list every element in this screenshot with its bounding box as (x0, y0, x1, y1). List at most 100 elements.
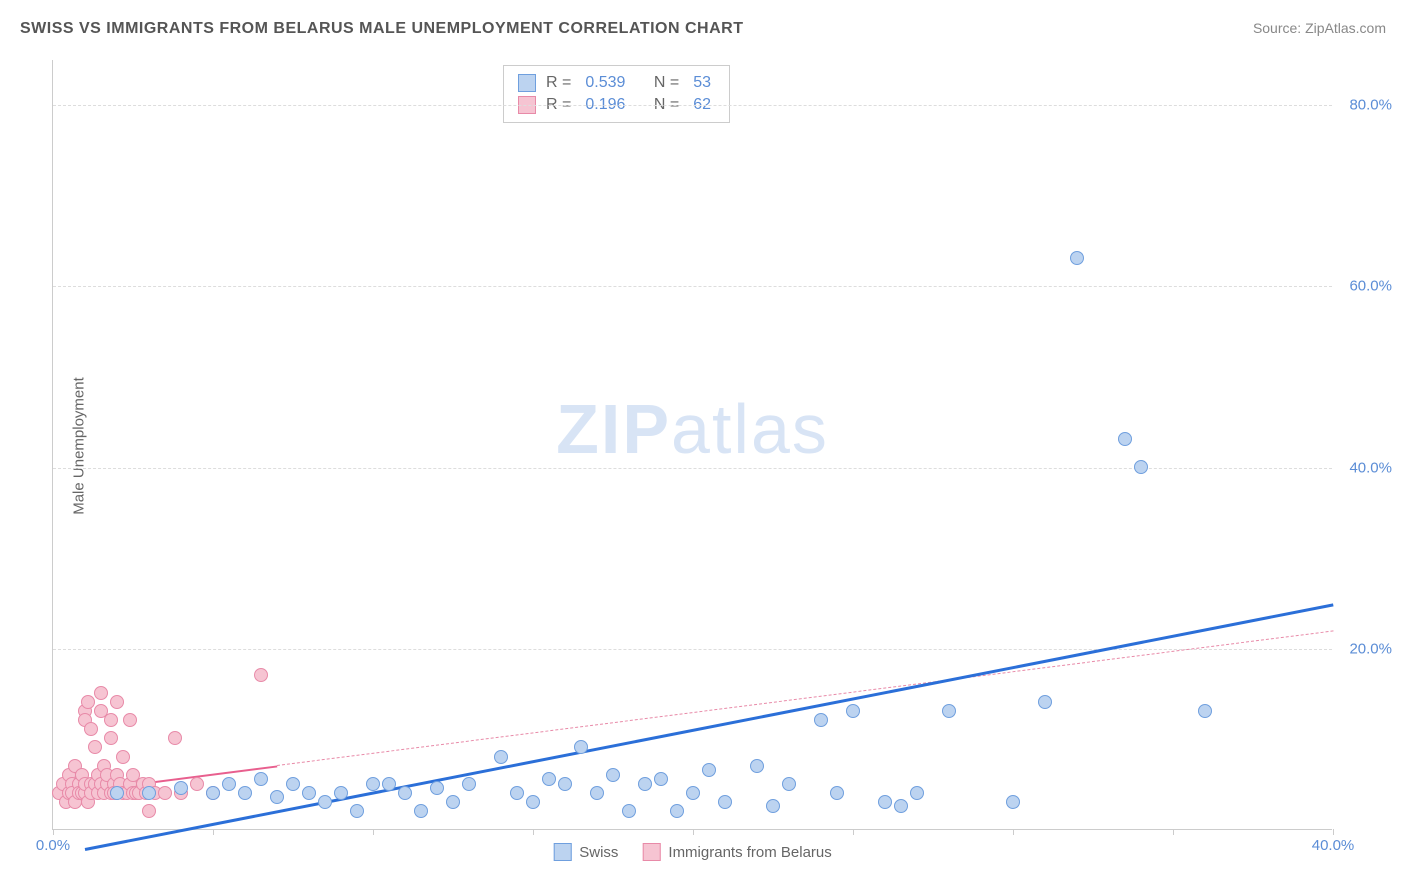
swatch-belarus (642, 843, 660, 861)
data-point (222, 777, 236, 791)
x-tick (53, 829, 54, 835)
data-point (88, 740, 102, 754)
y-tick-label: 60.0% (1349, 278, 1392, 295)
plot-area: ZIPatlas R = 0.539 N = 53 R = 0.196 N = … (52, 60, 1332, 830)
data-point (622, 804, 636, 818)
data-point (910, 786, 924, 800)
data-point (174, 781, 188, 795)
data-point (654, 772, 668, 786)
trend-line (85, 604, 1334, 852)
data-point (846, 704, 860, 718)
data-point (254, 668, 268, 682)
data-point (110, 695, 124, 709)
data-point (574, 740, 588, 754)
source-attribution: Source: ZipAtlas.com (1253, 20, 1386, 36)
data-point (238, 786, 252, 800)
data-point (750, 759, 764, 773)
x-tick (853, 829, 854, 835)
data-point (446, 795, 460, 809)
data-point (510, 786, 524, 800)
data-point (350, 804, 364, 818)
source-link[interactable]: ZipAtlas.com (1305, 20, 1386, 36)
data-point (206, 786, 220, 800)
data-point (494, 750, 508, 764)
data-point (670, 804, 684, 818)
data-point (398, 786, 412, 800)
data-point (830, 786, 844, 800)
data-point (606, 768, 620, 782)
data-point (142, 804, 156, 818)
data-point (366, 777, 380, 791)
data-point (462, 777, 476, 791)
trend-line (277, 631, 1333, 767)
swatch-swiss (518, 74, 536, 92)
x-tick (1333, 829, 1334, 835)
r-value-swiss: 0.539 (585, 74, 625, 92)
data-point (1134, 460, 1148, 474)
data-point (686, 786, 700, 800)
y-tick-label: 20.0% (1349, 640, 1392, 657)
data-point (110, 786, 124, 800)
x-tick (533, 829, 534, 835)
data-point (116, 750, 130, 764)
data-point (270, 790, 284, 804)
gridline (53, 649, 1332, 650)
data-point (1118, 432, 1132, 446)
data-point (302, 786, 316, 800)
data-point (94, 686, 108, 700)
chart-title: SWISS VS IMMIGRANTS FROM BELARUS MALE UN… (20, 20, 743, 38)
data-point (430, 781, 444, 795)
swatch-swiss (553, 843, 571, 861)
x-tick (1013, 829, 1014, 835)
data-point (254, 772, 268, 786)
n-label: N = (654, 74, 679, 92)
data-point (318, 795, 332, 809)
source-label: Source: (1253, 20, 1305, 36)
x-tick (373, 829, 374, 835)
data-point (414, 804, 428, 818)
data-point (382, 777, 396, 791)
data-point (123, 713, 137, 727)
data-point (526, 795, 540, 809)
data-point (1198, 704, 1212, 718)
correlation-row-swiss: R = 0.539 N = 53 (518, 72, 715, 94)
watermark-light: atlas (671, 390, 829, 468)
data-point (814, 713, 828, 727)
data-point (81, 695, 95, 709)
gridline (53, 105, 1332, 106)
data-point (558, 777, 572, 791)
data-point (104, 713, 118, 727)
watermark-bold: ZIP (556, 390, 671, 468)
data-point (782, 777, 796, 791)
data-point (158, 786, 172, 800)
legend-item-belarus: Immigrants from Belarus (642, 843, 831, 861)
data-point (104, 731, 118, 745)
data-point (286, 777, 300, 791)
y-tick-label: 80.0% (1349, 97, 1392, 114)
watermark: ZIPatlas (556, 389, 829, 469)
x-tick-label: 40.0% (1312, 837, 1355, 854)
data-point (142, 786, 156, 800)
n-value-swiss: 53 (693, 74, 711, 92)
gridline (53, 286, 1332, 287)
x-tick (213, 829, 214, 835)
data-point (1006, 795, 1020, 809)
data-point (168, 731, 182, 745)
x-tick (693, 829, 694, 835)
correlation-legend: R = 0.539 N = 53 R = 0.196 N = 62 (503, 65, 730, 123)
data-point (718, 795, 732, 809)
legend-label-belarus: Immigrants from Belarus (668, 844, 831, 861)
data-point (1038, 695, 1052, 709)
data-point (702, 763, 716, 777)
data-point (1070, 251, 1084, 265)
data-point (542, 772, 556, 786)
data-point (942, 704, 956, 718)
data-point (334, 786, 348, 800)
data-point (894, 799, 908, 813)
data-point (766, 799, 780, 813)
x-tick (1173, 829, 1174, 835)
data-point (590, 786, 604, 800)
y-tick-label: 40.0% (1349, 459, 1392, 476)
legend-label-swiss: Swiss (579, 844, 618, 861)
data-point (878, 795, 892, 809)
